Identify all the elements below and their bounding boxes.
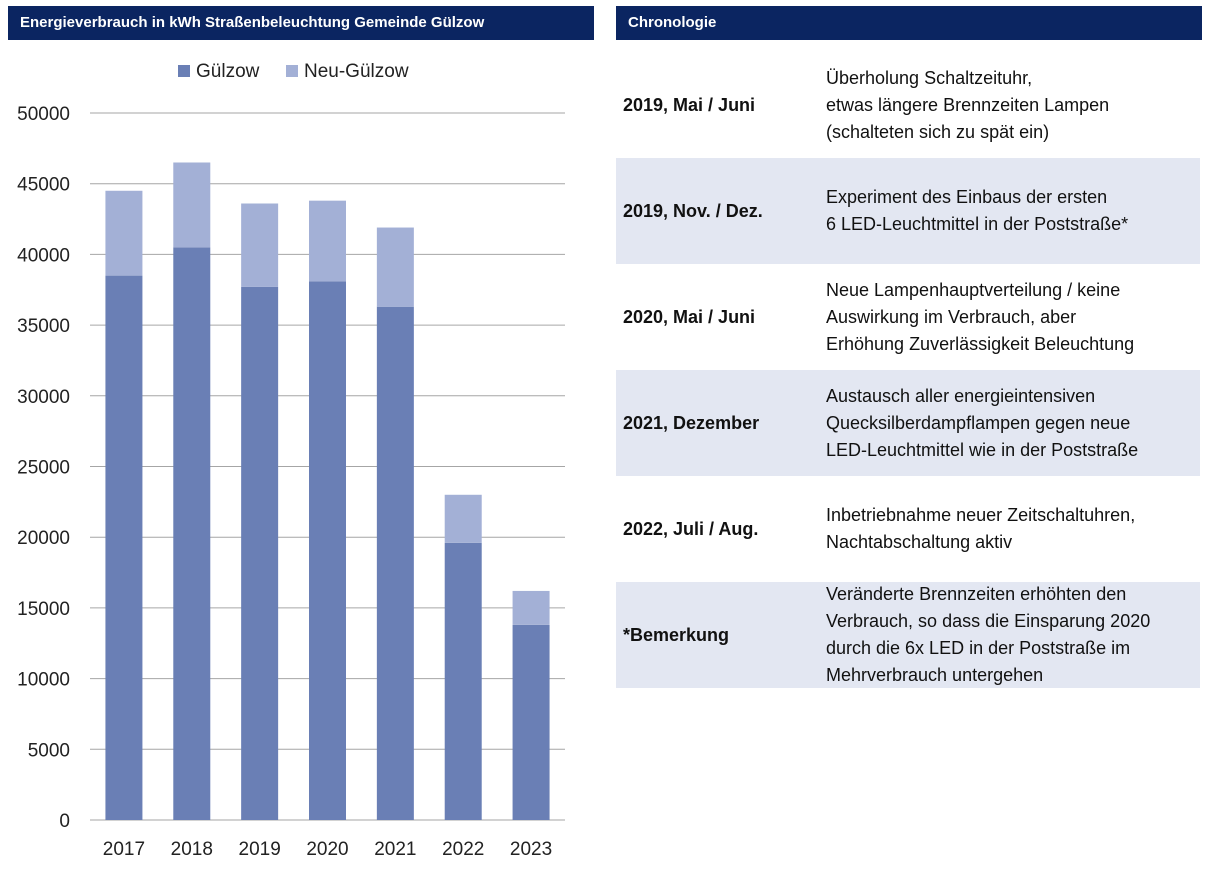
chronology-description: Experiment des Einbaus der ersten 6 LED-…: [826, 187, 1129, 234]
x-tick-label: 2022: [442, 839, 484, 860]
x-axis-ticks: 2017 2018 2019 2020 2021 2022 2023: [103, 839, 552, 860]
chronology-description: Austausch aller energieintensiven Quecks…: [826, 385, 1139, 460]
x-tick-label: 2018: [171, 839, 213, 860]
chronology-row: 2019, Nov. / Dez. Experiment des Einbaus …: [616, 158, 1200, 264]
y-tick-label: 40000: [17, 245, 70, 266]
chronology-date: 2019, Nov. / Dez.: [623, 200, 763, 221]
chronology-row: *Bemerkung Veränderte Brennzeiten erhöhte…: [616, 582, 1200, 688]
y-tick-label: 30000: [17, 387, 70, 408]
chronology-description: Überholung Schaltzeituhr, etwas längere …: [826, 67, 1110, 142]
chart-bars: [105, 162, 550, 820]
chronology-date: 2019, Mai / Juni: [623, 94, 756, 115]
y-tick-label: 20000: [17, 528, 70, 549]
legend-swatch: [286, 65, 298, 77]
chronology-header: Chronologie: [616, 6, 1202, 40]
y-tick-label: 15000: [17, 599, 70, 620]
bar-g-lzow-2023: [512, 624, 550, 820]
y-tick-label: 35000: [17, 316, 70, 337]
chronology-description: Neue Lampenhauptverteilung / keine Auswi…: [826, 279, 1135, 354]
x-tick-label: 2017: [103, 839, 145, 860]
chronology-date: 2022, Juli / Aug.: [623, 518, 759, 539]
chronology-row: 2019, Mai / Juni Überholung Schaltzeituhr…: [616, 52, 1200, 158]
bar-g-lzow-2018: [173, 247, 211, 820]
y-tick-label: 0: [59, 811, 70, 832]
y-tick-label: 5000: [28, 740, 70, 761]
legend-label: Gülzow: [196, 61, 260, 82]
x-tick-label: 2020: [306, 839, 348, 860]
chart-legend: Gülzow Neu-Gülzow: [178, 61, 409, 82]
y-tick-label: 50000: [17, 104, 70, 125]
legend-label: Neu-Gülzow: [304, 61, 409, 82]
bar-g-lzow-2021: [376, 306, 414, 820]
bar-g-lzow-2022: [444, 542, 482, 820]
chronology-row: 2021, Dezember Austausch aller energieint…: [616, 370, 1200, 476]
bar-neu-g-lzow-2017: [105, 190, 143, 276]
y-axis-ticks: 0 5000 10000 15000 20000 25000 30000 35000 40000…: [17, 104, 70, 832]
bar-neu-g-lzow-2022: [444, 494, 482, 543]
bar-neu-g-lzow-2021: [376, 227, 414, 307]
chronology-date: *Bemerkung: [623, 624, 730, 645]
bar-neu-g-lzow-2023: [512, 590, 550, 625]
energy-bar-chart: Gülzow Neu-Gülzow 0 5000 10000 15000 20000 250…: [17, 61, 565, 860]
chronology-table: 2019, Mai / Juni Überholung Schaltzeituhr…: [616, 52, 1200, 688]
bar-g-lzow-2019: [241, 286, 279, 820]
chart-header: Energieverbrauch in kWh Straßenbeleuchtu…: [8, 6, 594, 40]
chronology-row: 2020, Mai / Juni Neue Lampenhauptverteilu…: [616, 264, 1200, 370]
legend-swatch: [178, 65, 190, 77]
bar-g-lzow-2020: [309, 281, 346, 820]
bar-neu-g-lzow-2019: [241, 203, 279, 287]
chronology-row: 2022, Juli / Aug. Inbetriebnahme neuer Ze…: [616, 476, 1200, 582]
bar-neu-g-lzow-2020: [309, 200, 346, 282]
chronology-description: Inbetriebnahme neuer Zeitschaltuhren, Na…: [826, 505, 1136, 552]
chronology-date: 2021, Dezember: [623, 412, 760, 433]
x-tick-label: 2023: [510, 839, 552, 860]
x-tick-label: 2019: [239, 839, 281, 860]
chronology-description: Veränderte Brennzeiten erhöhten den Verb…: [826, 584, 1151, 685]
y-tick-label: 45000: [17, 175, 70, 196]
bar-neu-g-lzow-2018: [173, 162, 211, 248]
y-tick-label: 25000: [17, 458, 70, 479]
y-tick-label: 10000: [17, 670, 70, 691]
x-tick-label: 2021: [374, 839, 416, 860]
chronology-date: 2020, Mai / Juni: [623, 306, 756, 327]
bar-g-lzow-2017: [105, 275, 143, 820]
